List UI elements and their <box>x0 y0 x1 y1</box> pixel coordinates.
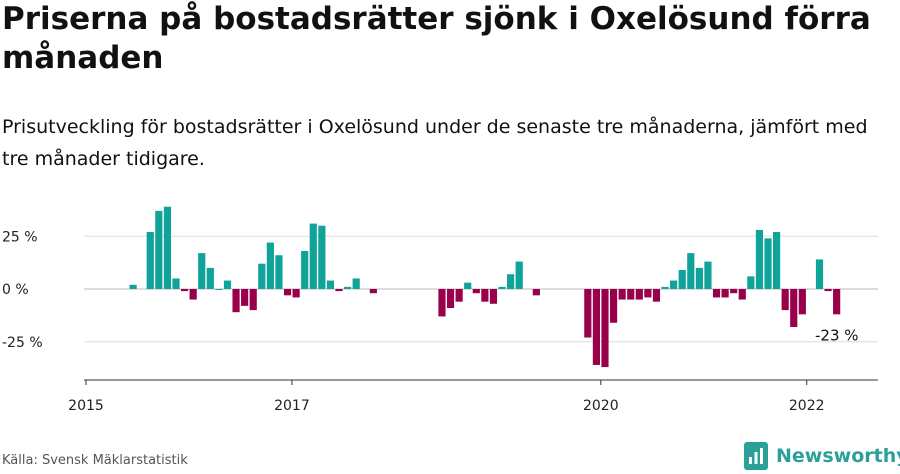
bar <box>515 261 523 289</box>
bar <box>781 289 789 311</box>
bar <box>773 232 781 289</box>
bar <box>283 289 292 296</box>
bar <box>489 289 498 304</box>
bar <box>335 289 343 292</box>
y-tick-label: -25 % <box>2 335 43 351</box>
bar <box>352 278 360 289</box>
bar <box>609 289 618 323</box>
x-tick-label: 2017 <box>274 398 310 414</box>
chart-subtitle: Prisutveckling för bostadsrätter i Oxelö… <box>2 116 868 170</box>
bar <box>215 289 223 290</box>
bar <box>301 251 309 289</box>
bar <box>601 289 609 368</box>
bar <box>129 284 137 289</box>
y-tick-label: 25 % <box>2 229 38 245</box>
bar <box>180 289 189 292</box>
bar <box>206 267 214 289</box>
bar <box>704 261 712 289</box>
bar <box>627 289 635 300</box>
bar <box>507 274 515 289</box>
bar <box>721 289 729 298</box>
bar <box>755 229 764 289</box>
bar <box>455 289 463 302</box>
x-axis <box>84 379 878 385</box>
bar <box>824 289 832 292</box>
x-tick-label: 2020 <box>583 398 619 414</box>
bar <box>815 259 824 289</box>
bar <box>712 289 721 298</box>
x-tick-label: 2022 <box>789 398 825 414</box>
bar <box>695 267 703 289</box>
bar <box>369 289 377 294</box>
bar <box>223 280 232 289</box>
bar <box>275 255 283 289</box>
bar <box>798 289 806 315</box>
bar <box>481 289 489 302</box>
bar <box>747 276 755 289</box>
bar <box>764 238 772 289</box>
bar <box>652 289 661 302</box>
bar <box>446 289 455 308</box>
bar <box>258 263 266 289</box>
bar <box>618 289 626 300</box>
bar <box>198 253 206 289</box>
bar <box>438 289 446 317</box>
bar <box>464 282 472 289</box>
bar <box>249 289 257 311</box>
bar <box>146 232 154 289</box>
bar <box>266 242 274 289</box>
bar <box>232 289 240 313</box>
bar <box>344 286 352 289</box>
bar <box>635 289 643 300</box>
bar <box>163 206 171 289</box>
bar <box>498 286 506 289</box>
bar <box>292 289 300 298</box>
bar <box>241 289 249 306</box>
bar <box>326 280 335 289</box>
brand-logo[interactable]: Newsworthy <box>744 441 900 471</box>
bar <box>687 253 695 289</box>
bar <box>670 280 678 289</box>
brand-name: Newsworthy <box>776 445 900 467</box>
bar <box>472 289 480 294</box>
bar <box>189 289 197 300</box>
source-note: Källa: Svensk Mäklarstatistik <box>2 453 188 468</box>
bar <box>318 225 326 289</box>
bar <box>833 289 841 315</box>
newsworthy-logo-icon <box>744 442 768 470</box>
data-label: -23 % <box>815 326 859 344</box>
bar <box>678 270 686 289</box>
bars <box>129 206 841 368</box>
bar <box>644 289 652 298</box>
bar <box>592 289 600 365</box>
y-tick-label: 0 % <box>2 282 29 298</box>
bar <box>730 289 738 294</box>
bar <box>172 278 180 289</box>
bar <box>532 289 540 296</box>
chart-title: Priserna på bostadsrätter sjönk i Oxelös… <box>2 1 871 76</box>
bar <box>309 223 317 289</box>
x-tick-label: 2015 <box>68 398 104 414</box>
bar <box>584 289 592 338</box>
bar <box>661 286 669 289</box>
bar <box>790 289 798 327</box>
labels: 25 % 0 % -25 % 2015 2017 2020 2022 -23 % <box>2 229 859 414</box>
bar <box>738 289 746 300</box>
bar <box>155 210 163 289</box>
